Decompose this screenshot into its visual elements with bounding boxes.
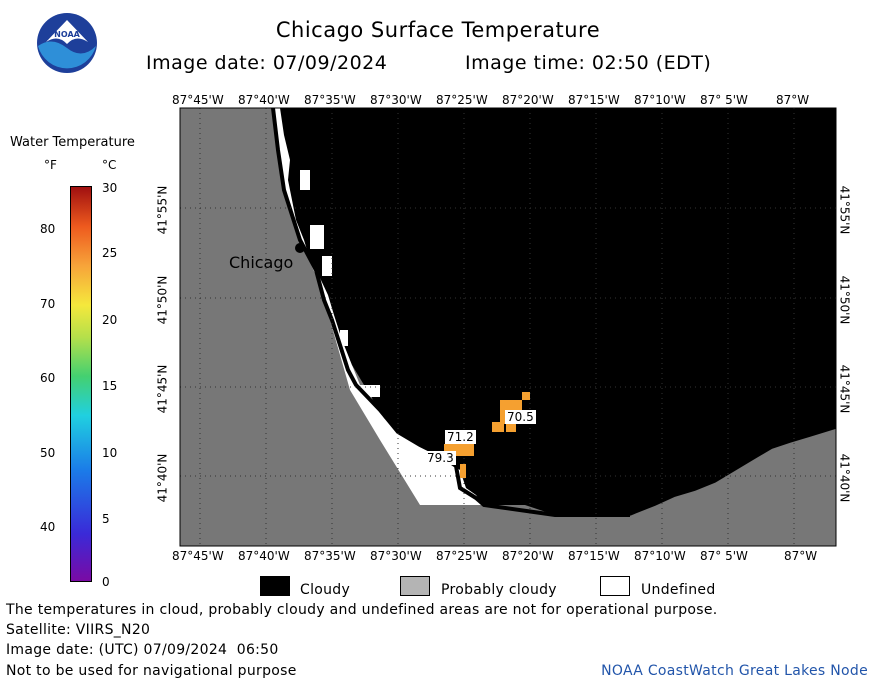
lat-label: 41°40'N xyxy=(155,453,170,503)
lat-label: 41°40'N xyxy=(837,453,852,503)
lon-label: 87° 5'W xyxy=(700,549,748,563)
lon-label: 87°30'W xyxy=(370,93,422,107)
key-probably-cloudy-label: Probably cloudy xyxy=(441,582,557,598)
lon-label: 87°20'W xyxy=(502,93,554,107)
temp-label: 79.3 xyxy=(425,451,456,465)
f-tick: 70 xyxy=(40,297,56,311)
key-probably-cloudy-swatch xyxy=(400,576,430,596)
lat-label: 41°50'N xyxy=(837,275,852,325)
lon-label: 87°20'W xyxy=(502,549,554,563)
image-time: Image time: 02:50 (EDT) xyxy=(465,52,712,74)
lon-label: 87°15'W xyxy=(568,549,620,563)
coast-right xyxy=(629,427,837,516)
chicago-marker xyxy=(295,243,305,253)
lon-label: 87°W xyxy=(776,93,810,107)
lon-label: 87°45'W xyxy=(172,549,224,563)
f-tick: 80 xyxy=(40,222,56,236)
c-tick: 30 xyxy=(102,181,118,195)
f-tick: 40 xyxy=(40,520,56,534)
footer-nav: Not to be used for navigational purpose xyxy=(6,663,297,679)
f-tick: 60 xyxy=(40,371,56,385)
lat-label: 41°50'N xyxy=(155,275,170,325)
lat-label: 41°55'N xyxy=(155,185,170,235)
temp-label: 71.2 xyxy=(445,430,476,444)
noaa-logo: NOAA xyxy=(37,13,97,73)
c-tick: 0 xyxy=(102,575,110,589)
lon-label: 87° 5'W xyxy=(700,93,748,107)
lon-label: 87°45'W xyxy=(172,93,224,107)
c-tick: 5 xyxy=(102,512,110,526)
lon-label: 87°40'W xyxy=(238,549,290,563)
lon-label: 87°25'W xyxy=(436,93,488,107)
lat-label: 41°45'N xyxy=(155,364,170,414)
lon-label: 87°10'W xyxy=(634,93,686,107)
lon-label: 87°10'W xyxy=(634,549,686,563)
legend-title: Water Temperature xyxy=(10,135,135,150)
page-title: Chicago Surface Temperature xyxy=(275,18,601,42)
key-cloudy-label: Cloudy xyxy=(300,582,351,598)
unit-fahrenheit: °F xyxy=(44,158,57,172)
lon-label: 87°25'W xyxy=(436,549,488,563)
c-tick: 25 xyxy=(102,246,118,260)
lon-label: 87°30'W xyxy=(370,549,422,563)
footer-credit: NOAA CoastWatch Great Lakes Node xyxy=(601,663,868,679)
lon-label: 87°15'W xyxy=(568,93,620,107)
key-undefined-swatch xyxy=(600,576,630,596)
footer-utc-date: Image date: (UTC) 07/09/2024 06:50 xyxy=(6,642,279,658)
lat-label: 41°55'N xyxy=(837,185,852,235)
c-tick: 15 xyxy=(102,379,118,393)
key-undefined-label: Undefined xyxy=(641,582,716,598)
key-cloudy-swatch xyxy=(260,576,290,596)
f-tick: 50 xyxy=(40,446,56,460)
footer-satellite: Satellite: VIIRS_N20 xyxy=(6,622,151,638)
image-date: Image date: 07/09/2024 xyxy=(146,52,388,74)
lon-label: 87°35'W xyxy=(304,549,356,563)
c-tick: 20 xyxy=(102,313,118,327)
lon-label: 87°40'W xyxy=(238,93,290,107)
temperature-colorbar xyxy=(70,186,92,582)
lon-label: 87°W xyxy=(784,549,818,563)
unit-celsius: °C xyxy=(102,158,117,172)
footer-note: The temperatures in cloud, probably clou… xyxy=(6,602,718,618)
temp-label: 70.5 xyxy=(505,410,536,424)
shoreline xyxy=(271,107,630,517)
city-label: Chicago xyxy=(229,253,294,272)
cloudy-area xyxy=(280,108,836,515)
lon-label: 87°35'W xyxy=(304,93,356,107)
lat-label: 41°45'N xyxy=(837,364,852,414)
c-tick: 10 xyxy=(102,446,118,460)
logo-text: NOAA xyxy=(54,30,80,39)
